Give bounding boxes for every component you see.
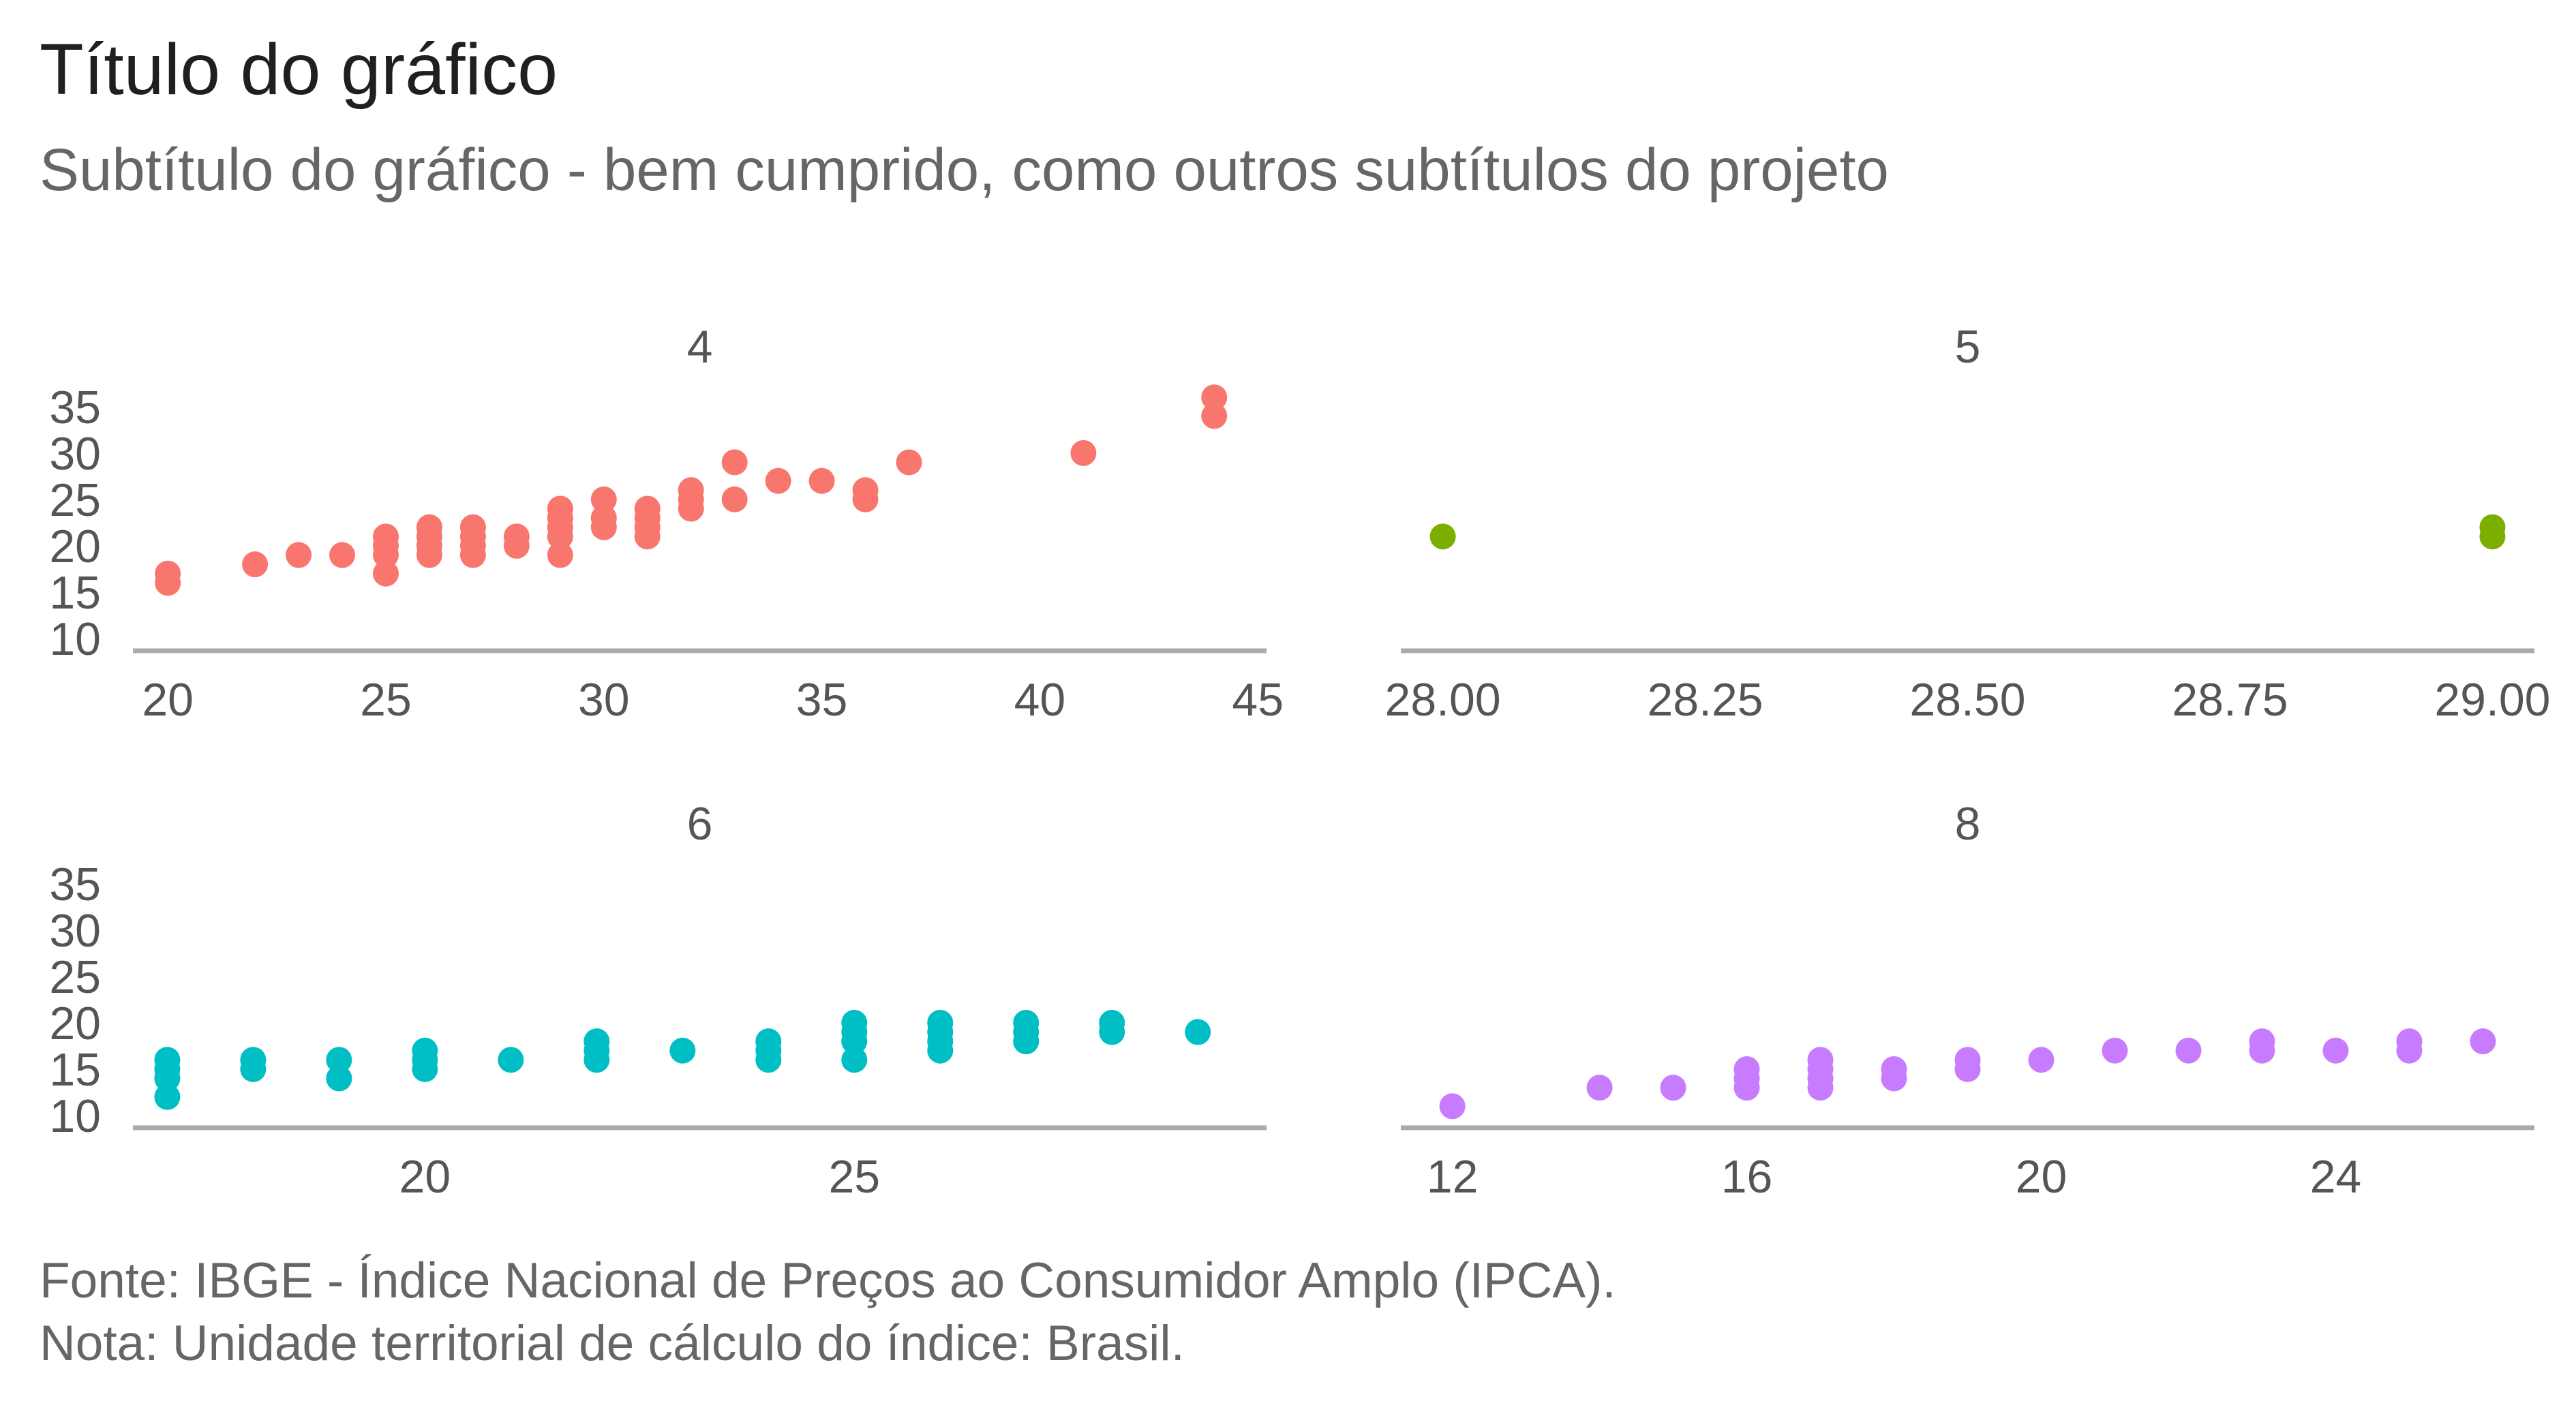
data-point [1954,1056,1981,1082]
data-point [547,523,573,550]
data-point [2102,1037,2128,1064]
data-point [2470,1028,2496,1055]
data-point [765,467,791,494]
data-point [1439,1093,1466,1120]
data-point [240,1056,267,1082]
data-point [1185,1019,1211,1045]
data-point [1013,1028,1040,1055]
data-point [326,1047,352,1073]
data-point [2322,1037,2349,1064]
data-point [2396,1037,2423,1064]
x-tick-label: 16 [1721,1151,1773,1203]
data-point [329,542,356,568]
data-point [1881,1065,1907,1092]
x-tick-label: 25 [828,1151,880,1203]
y-tick-label: 15 [49,567,101,619]
data-point [412,1056,438,1082]
x-tick-label: 20 [399,1151,451,1203]
data-point [584,1047,610,1073]
data-point [841,1047,868,1073]
data-point [1807,1075,1834,1101]
data-point [721,486,748,512]
caption-note: Nota: Unidade territorial de cálculo do … [40,1316,1185,1371]
data-point [242,551,269,578]
y-tick-label: 20 [49,998,101,1049]
data-point [2479,523,2506,550]
x-tick-label: 12 [1427,1151,1479,1203]
caption-source: Fonte: IBGE - Índice Nacional de Preços … [40,1253,1616,1308]
y-tick-label: 25 [49,474,101,526]
data-point [808,467,835,494]
data-point [590,514,617,540]
data-point [1660,1075,1686,1101]
data-point [1099,1019,1125,1045]
data-point [755,1047,782,1073]
y-tick-label: 30 [49,428,101,480]
data-point [678,495,704,522]
data-point [896,449,922,476]
data-point [590,486,617,512]
x-tick-label: 20 [142,674,194,726]
y-tick-label: 20 [49,521,101,572]
facet-strip-label: 5 [1955,321,1981,373]
data-point [155,570,181,596]
data-point [1733,1075,1760,1101]
data-point [2028,1047,2055,1073]
data-point [841,1028,868,1055]
data-point [852,486,879,512]
data-point [286,542,312,568]
x-tick-label: 20 [2016,1151,2067,1203]
data-point [2175,1037,2202,1064]
x-tick-label: 45 [1232,674,1284,726]
x-tick-label: 28.75 [2172,674,2288,726]
data-point [154,1083,181,1110]
facet-strip-label: 8 [1955,798,1981,850]
y-tick-label: 25 [49,951,101,1003]
x-tick-label: 28.50 [1909,674,2025,726]
x-tick-label: 29.00 [2434,674,2550,726]
x-tick-label: 40 [1014,674,1066,726]
data-point [669,1037,696,1064]
y-tick-label: 10 [49,1090,101,1142]
y-tick-label: 35 [49,382,101,433]
data-point [547,542,573,568]
data-point [416,542,442,568]
data-point [1586,1075,1613,1101]
facet-strip-label: 4 [687,321,713,373]
data-point [154,1065,181,1092]
data-point [498,1047,524,1073]
facet-strip-label: 6 [687,798,713,850]
x-tick-label: 25 [360,674,412,726]
x-tick-label: 24 [2310,1151,2362,1203]
y-tick-label: 10 [49,613,101,665]
y-tick-label: 30 [49,905,101,957]
x-tick-label: 35 [796,674,848,726]
data-point [634,523,661,550]
chart-title: Título do gráfico [40,29,558,110]
data-point [372,560,399,587]
data-point [1429,523,1456,550]
x-tick-label: 30 [578,674,630,726]
x-tick-label: 28.00 [1385,674,1501,726]
data-point [1070,440,1097,466]
data-point [326,1065,352,1092]
x-tick-label: 28.25 [1647,674,1763,726]
data-point [1201,384,1228,411]
data-point [459,542,486,568]
y-tick-label: 35 [49,859,101,910]
chart-subtitle: Subtítulo do gráfico - bem cumprido, com… [40,137,1889,203]
data-point [372,542,399,568]
data-point [721,449,748,476]
data-point [2249,1037,2275,1064]
y-tick-label: 15 [49,1044,101,1096]
data-point [503,532,530,559]
data-point [1201,403,1228,429]
data-point [927,1037,954,1064]
